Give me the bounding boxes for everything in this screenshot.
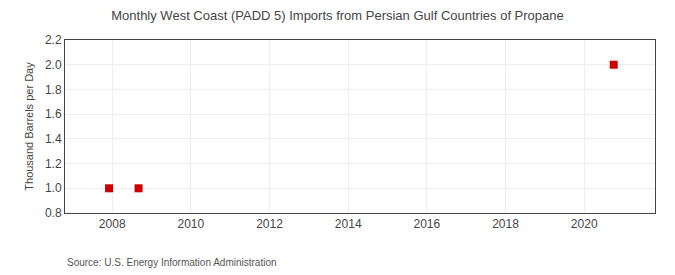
svg-text:2016: 2016 bbox=[414, 217, 441, 231]
svg-text:Monthly West Coast (PADD 5) Im: Monthly West Coast (PADD 5) Imports from… bbox=[111, 8, 564, 23]
svg-text:2008: 2008 bbox=[99, 217, 126, 231]
svg-text:2012: 2012 bbox=[256, 217, 283, 231]
svg-text:2.2: 2.2 bbox=[45, 33, 62, 47]
svg-text:1.4: 1.4 bbox=[45, 132, 62, 146]
svg-text:1.2: 1.2 bbox=[45, 157, 62, 171]
svg-text:2.0: 2.0 bbox=[45, 58, 62, 72]
svg-text:Thousand Barrels per Day: Thousand Barrels per Day bbox=[23, 62, 35, 191]
svg-text:2020: 2020 bbox=[571, 217, 598, 231]
svg-text:1.0: 1.0 bbox=[45, 181, 62, 195]
svg-text:2014: 2014 bbox=[335, 217, 362, 231]
svg-text:Source: U.S. Energy Informatio: Source: U.S. Energy Information Administ… bbox=[67, 257, 277, 268]
svg-text:0.8: 0.8 bbox=[45, 206, 62, 220]
svg-text:1.8: 1.8 bbox=[45, 83, 62, 97]
svg-text:1.6: 1.6 bbox=[45, 107, 62, 121]
svg-text:2018: 2018 bbox=[492, 217, 519, 231]
svg-text:2010: 2010 bbox=[178, 217, 205, 231]
